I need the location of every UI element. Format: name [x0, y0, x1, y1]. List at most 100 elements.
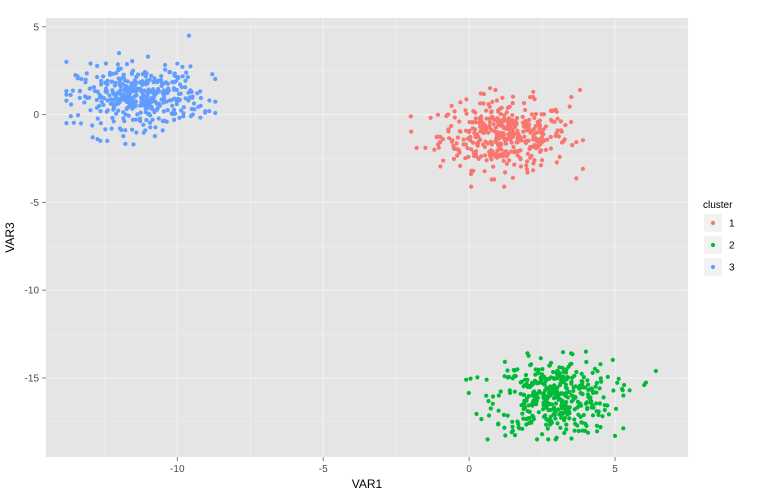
data-point-cluster-2: [490, 394, 496, 399]
data-point-cluster-1: [505, 120, 510, 125]
data-point-cluster-1: [533, 111, 539, 117]
data-point-cluster-2: [496, 421, 501, 426]
data-point-cluster-3: [64, 98, 69, 103]
data-point-cluster-3: [198, 89, 203, 94]
data-point-cluster-3: [105, 82, 110, 87]
data-point-cluster-3: [139, 95, 144, 100]
data-point-cluster-3: [137, 116, 143, 121]
data-point-cluster-2: [602, 407, 607, 413]
data-point-cluster-1: [499, 152, 504, 157]
data-point-cluster-1: [538, 148, 544, 153]
data-point-cluster-1: [469, 147, 474, 152]
data-point-cluster-3: [164, 99, 169, 104]
data-point-cluster-2: [570, 352, 575, 357]
data-point-cluster-3: [109, 126, 114, 131]
data-point-cluster-2: [611, 388, 616, 393]
data-point-cluster-1: [580, 138, 586, 143]
data-point-cluster-3: [210, 72, 215, 77]
data-point-cluster-1: [548, 146, 554, 151]
data-point-cluster-2: [610, 357, 615, 362]
data-point-cluster-1: [428, 115, 433, 120]
data-point-cluster-1: [446, 127, 451, 132]
data-point-cluster-2: [505, 368, 510, 373]
data-point-cluster-1: [515, 140, 520, 145]
data-point-cluster-2: [501, 412, 506, 417]
data-point-cluster-2: [564, 376, 570, 381]
data-point-cluster-2: [642, 382, 647, 388]
data-point-cluster-3: [118, 82, 123, 87]
data-point-cluster-3: [183, 85, 188, 90]
data-point-cluster-2: [598, 376, 603, 381]
data-point-cluster-1: [463, 108, 468, 113]
data-point-cluster-3: [146, 105, 151, 110]
data-point-cluster-2: [556, 397, 561, 402]
data-point-cluster-1: [569, 119, 574, 125]
data-point-cluster-3: [149, 73, 154, 78]
data-point-cluster-2: [542, 382, 547, 387]
data-point-cluster-2: [601, 395, 606, 400]
data-point-cluster-2: [488, 406, 493, 411]
data-point-cluster-2: [613, 406, 619, 411]
data-point-cluster-1: [515, 153, 520, 158]
data-point-cluster-3: [213, 110, 218, 116]
data-point-cluster-3: [68, 114, 73, 119]
data-point-cluster-1: [484, 108, 489, 113]
data-point-cluster-3: [87, 95, 92, 100]
data-point-cluster-2: [600, 414, 605, 419]
data-point-cluster-3: [172, 96, 177, 101]
data-point-cluster-1: [553, 107, 558, 112]
data-point-cluster-1: [454, 141, 459, 146]
data-point-cluster-3: [165, 89, 170, 94]
data-point-cluster-2: [559, 406, 564, 411]
data-point-cluster-3: [146, 111, 151, 116]
data-point-cluster-3: [111, 105, 116, 110]
data-point-cluster-2: [572, 428, 577, 433]
data-point-cluster-3: [102, 96, 107, 101]
data-point-cluster-3: [198, 103, 203, 108]
data-point-cluster-2: [518, 380, 523, 385]
data-point-cluster-3: [151, 87, 156, 92]
data-point-cluster-3: [117, 100, 122, 105]
data-point-cluster-1: [543, 147, 549, 152]
data-point-cluster-3: [175, 61, 180, 66]
data-point-cluster-3: [88, 108, 93, 113]
data-point-cluster-1: [438, 140, 443, 145]
data-point-cluster-1: [464, 97, 469, 102]
data-point-cluster-1: [491, 164, 496, 169]
data-point-cluster-3: [144, 118, 149, 123]
data-point-cluster-3: [78, 121, 84, 126]
data-point-cluster-1: [458, 163, 463, 168]
data-point-cluster-2: [573, 421, 578, 426]
data-point-cluster-1: [503, 170, 508, 175]
data-point-cluster-1: [534, 139, 540, 144]
data-point-cluster-1: [541, 132, 546, 137]
data-point-cluster-2: [580, 379, 585, 384]
y-tick-label: 0: [33, 110, 39, 121]
data-point-cluster-3: [64, 59, 69, 64]
data-point-cluster-2: [612, 433, 618, 438]
data-point-cluster-2: [558, 425, 563, 430]
data-point-cluster-2: [583, 428, 588, 433]
data-point-cluster-1: [523, 107, 528, 113]
data-point-cluster-2: [535, 371, 541, 376]
data-point-cluster-3: [133, 99, 138, 104]
data-point-cluster-1: [570, 143, 575, 148]
data-point-cluster-1: [478, 124, 483, 129]
data-point-cluster-2: [564, 367, 569, 372]
data-point-cluster-1: [510, 113, 515, 118]
data-point-cluster-3: [150, 117, 155, 122]
data-point-cluster-2: [526, 393, 532, 399]
data-point-cluster-1: [468, 134, 473, 140]
data-point-cluster-1: [580, 166, 586, 171]
data-point-cluster-3: [186, 98, 191, 103]
data-point-cluster-2: [616, 376, 621, 381]
data-point-cluster-3: [105, 78, 110, 83]
data-point-cluster-2: [569, 379, 574, 384]
data-point-cluster-3: [178, 91, 183, 96]
data-point-cluster-2: [553, 393, 558, 399]
data-point-cluster-2: [538, 356, 543, 361]
data-point-cluster-3: [110, 115, 115, 120]
data-point-cluster-2: [598, 362, 603, 367]
data-point-cluster-2: [532, 396, 538, 401]
data-point-cluster-1: [481, 121, 486, 126]
